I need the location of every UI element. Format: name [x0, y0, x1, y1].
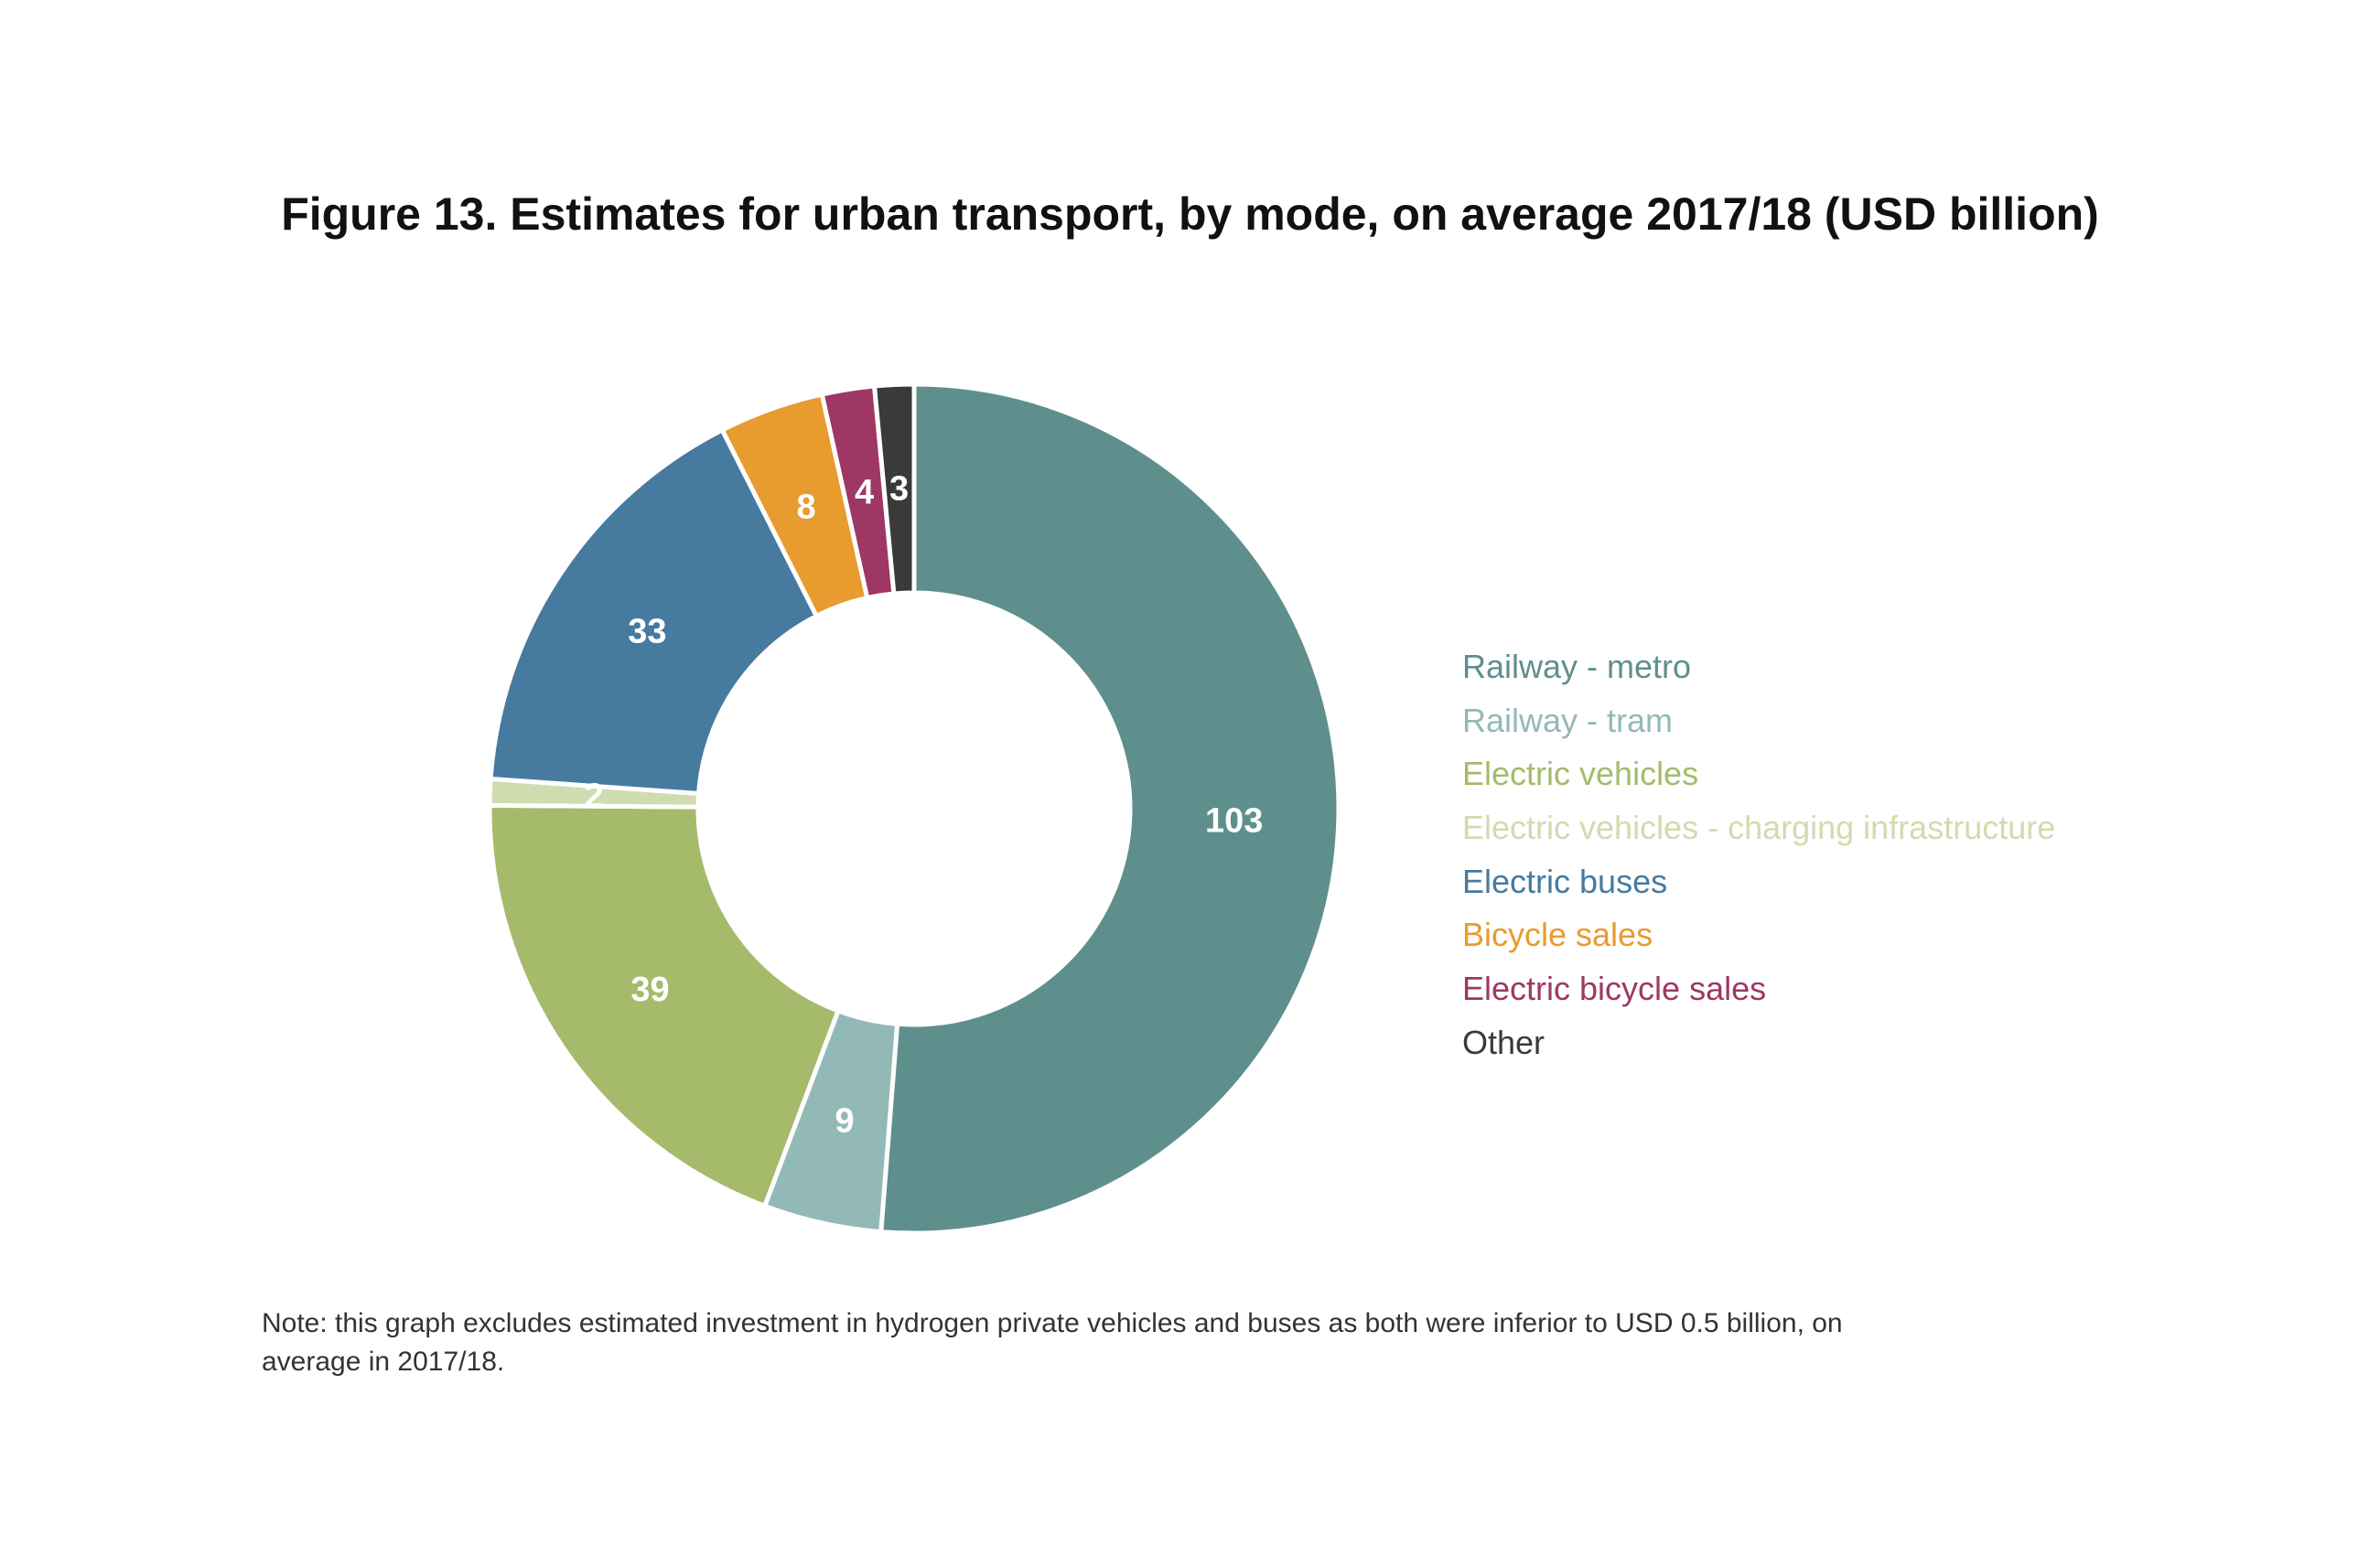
data-label-bicycle-sales: 8 [796, 488, 815, 526]
data-labels-group: 103 9 39 2 33 8 4 3 [585, 469, 1264, 1140]
slice-railway-metro [878, 381, 1341, 1236]
chart-title: Figure 13. Estimates for urban transport… [281, 188, 2099, 240]
slice-electric-vehicles [487, 802, 842, 1209]
chart-note: Note: this graph excludes estimated inve… [262, 1308, 1843, 1377]
slice-electric-buses [488, 426, 820, 797]
legend-item-electric-vehicles: Electric vehicles [1462, 755, 1699, 793]
data-label-electric-vehicles: 39 [630, 971, 669, 1009]
data-label-railway-metro: 103 [1205, 802, 1263, 841]
data-label-railway-tram: 9 [835, 1102, 854, 1141]
data-label-other: 3 [889, 469, 909, 508]
legend-item-electric-bicycle-sales: Electric bicycle sales [1462, 970, 1767, 1008]
legend: Railway - metro Railway - tram Electric ve… [1462, 640, 2377, 1070]
data-label-electric-vehicles-charging-infrastructure: 2 [585, 777, 604, 815]
legend-item-railway-metro: Railway - metro [1462, 648, 1692, 685]
slices-group [487, 381, 1341, 1236]
legend-item-railway-tram: Railway - tram [1462, 701, 1674, 739]
legend-item-other: Other [1462, 1023, 1545, 1061]
legend-item-electric-vehicles-charging-infrastructure: Electric vehicles - charging infrastruct… [1462, 809, 2056, 847]
legend-item-bicycle-sales: Bicycle sales [1462, 916, 1653, 954]
slice-other [871, 381, 917, 596]
legend-item-electric-buses: Electric buses [1462, 862, 1668, 900]
data-label-electric-buses: 33 [628, 612, 666, 650]
data-label-electric-bicycle-sales: 4 [855, 473, 874, 511]
